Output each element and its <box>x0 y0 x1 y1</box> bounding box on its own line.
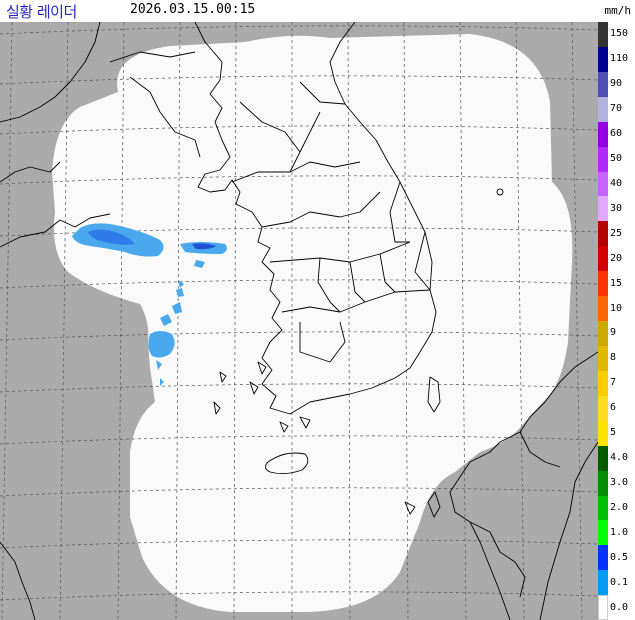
legend-swatch <box>598 96 608 122</box>
legend-label: 2.0 <box>610 501 629 513</box>
legend-swatch <box>598 46 608 72</box>
legend-label: 25 <box>610 227 623 239</box>
legend-label: 8 <box>610 352 617 364</box>
legend-label: 10 <box>610 302 623 314</box>
legend-label: 3.0 <box>610 476 629 488</box>
legend-label: 0.1 <box>610 576 629 588</box>
lat-lon-grid <box>0 22 598 620</box>
legend-label: 5 <box>610 427 617 439</box>
legend-swatch <box>598 420 608 446</box>
legend-swatch <box>598 22 608 47</box>
legend-swatch <box>598 395 608 421</box>
header: 실황 레이더 2026.03.15.00:15 mm/h <box>0 0 635 22</box>
legend-label: 60 <box>610 128 623 140</box>
legend-label: 6 <box>610 402 617 414</box>
rainfall-legend: 150 110 90 70 60 50 40 30 25 20 15 10 9 8 7 6 5 4.0 3.0 2.0… <box>598 22 635 620</box>
page-title: 실황 레이더 <box>6 3 77 21</box>
legend-swatch <box>598 321 608 346</box>
legend-swatch <box>598 495 608 521</box>
legend-swatch <box>598 296 608 322</box>
legend-label: 15 <box>610 277 623 289</box>
coastlines <box>0 22 598 620</box>
legend-swatch <box>598 221 608 247</box>
legend-label: 110 <box>610 53 629 65</box>
legend-swatch <box>598 595 608 620</box>
legend-swatch <box>598 246 608 272</box>
legend-swatch <box>598 470 608 496</box>
legend-label: 90 <box>610 78 623 90</box>
legend-label: 9 <box>610 327 617 339</box>
legend-labels: 150 110 90 70 60 50 40 30 25 20 15 10 9 8 7 6 5 4.0 3.0 2.0… <box>610 22 635 620</box>
legend-swatch <box>598 171 608 197</box>
legend-label: 50 <box>610 153 623 165</box>
legend-label: 30 <box>610 202 623 214</box>
legend-label: 0.5 <box>610 551 629 563</box>
rainfall-unit-label: mm/h <box>604 4 632 17</box>
legend-swatch <box>598 271 608 297</box>
legend-swatch <box>598 71 608 97</box>
legend-label: 70 <box>610 103 623 115</box>
legend-swatch <box>598 520 608 546</box>
legend-swatch <box>598 121 608 147</box>
legend-label: 20 <box>610 252 623 264</box>
radar-map[interactable] <box>0 22 598 620</box>
legend-label: 7 <box>610 377 617 389</box>
legend-label: 150 <box>610 28 629 40</box>
legend-label: 4.0 <box>610 452 629 464</box>
legend-swatch <box>598 196 608 222</box>
legend-swatch <box>598 345 608 371</box>
legend-label: 1.0 <box>610 526 629 538</box>
radar-coverage-area <box>52 34 573 612</box>
legend-swatch <box>598 146 608 172</box>
legend-swatch <box>598 545 608 571</box>
legend-swatch <box>598 445 608 471</box>
legend-color-bar <box>598 22 608 620</box>
legend-label: 0.0 <box>610 601 629 613</box>
legend-swatch <box>598 370 608 396</box>
legend-label: 40 <box>610 177 623 189</box>
radar-echoes <box>72 223 227 386</box>
observation-timestamp: 2026.03.15.00:15 <box>130 2 256 17</box>
legend-swatch <box>598 570 608 596</box>
